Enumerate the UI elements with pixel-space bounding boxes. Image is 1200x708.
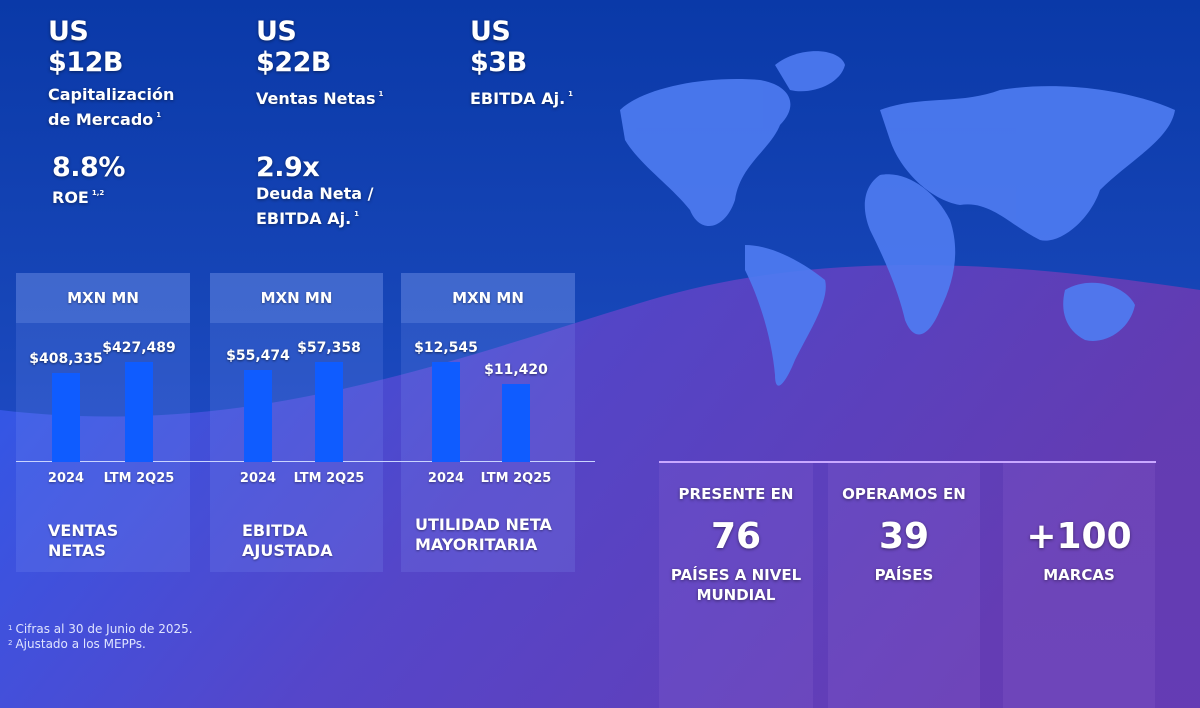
footnote-ref: 1 xyxy=(568,90,574,98)
kpi-currency: US xyxy=(256,16,297,47)
bar-value-label: $11,420 xyxy=(484,362,548,379)
presence-bottom: MUNDIAL xyxy=(696,586,776,604)
unit-header: MXN MN xyxy=(401,273,575,323)
footnote-ref: 1 xyxy=(354,210,360,218)
world-map xyxy=(620,51,1175,386)
kpi-label: ROE xyxy=(52,188,89,207)
presence-number: +100 xyxy=(1026,516,1132,557)
footnote-2: 2 Ajustado a los MEPPs. xyxy=(8,637,146,651)
kpi-label: Capitalización xyxy=(48,85,175,104)
footnote-ref: 1,2 xyxy=(91,189,105,197)
kpi-label: EBITDA Aj. xyxy=(470,89,566,108)
category-label: LTM 2Q25 xyxy=(293,471,365,486)
presence-bottom: PAÍSES A NIVEL xyxy=(670,566,802,584)
kpi-label: Deuda Neta / xyxy=(256,184,374,203)
presence-bottom: MARCAS xyxy=(1043,566,1115,584)
presence-countries: PRESENTE EN 76 PAÍSES A NIVEL MUNDIAL xyxy=(659,463,813,708)
presence-top xyxy=(1003,485,1155,507)
chart-baseline xyxy=(210,461,403,462)
card-net-sales: MXN MN $408,335 2024 $427,489 LTM 2Q25 VENTAS… xyxy=(16,273,210,572)
category-label: 2024 xyxy=(239,471,277,486)
kpi-value: 2.9x xyxy=(256,152,320,183)
card-title: EBITDA AJUSTADA xyxy=(242,521,333,560)
kpi-label: de Mercado xyxy=(48,110,154,129)
presence-number: 39 xyxy=(878,516,930,557)
card-adj-ebitda: MXN MN $55,474 2024 $57,358 LTM 2Q25 EBITDA AJ… xyxy=(210,273,403,572)
footnote-1: 1 Cifras al 30 de Junio de 2025. xyxy=(8,622,193,636)
card-title: UTILIDAD NETA MAYORITARIA xyxy=(415,515,552,554)
bar-value-label: $55,474 xyxy=(226,348,290,365)
footnote-ref: 1 xyxy=(378,90,384,98)
bar-value-label: $57,358 xyxy=(297,340,361,356)
presence-number: 76 xyxy=(710,516,762,557)
category-label: 2024 xyxy=(47,471,85,486)
bar-1 xyxy=(315,362,343,462)
bar-0 xyxy=(52,373,80,462)
category-label: LTM 2Q25 xyxy=(103,471,175,486)
presence-brands: +100 MARCAS xyxy=(1003,463,1155,708)
presence-bottom: PAÍSES xyxy=(874,566,934,584)
kpi-label: EBITDA Aj. xyxy=(256,209,352,228)
presence-divider xyxy=(659,461,1156,463)
chart-baseline xyxy=(401,461,595,462)
card-title: VENTAS NETAS xyxy=(48,521,119,560)
presence-operations: OPERAMOS EN 39 PAÍSES xyxy=(828,463,980,708)
footnote-ref: 1 xyxy=(156,111,162,119)
category-label: 2024 xyxy=(427,471,465,486)
presence-top: PRESENTE EN xyxy=(678,485,794,503)
unit-header: MXN MN xyxy=(16,273,190,323)
kpi-currency: US xyxy=(470,16,511,47)
unit-header: MXN MN xyxy=(210,273,383,323)
kpi-currency: US xyxy=(48,16,89,47)
presence-top: OPERAMOS EN xyxy=(842,485,966,503)
bar-value-label: $427,489 xyxy=(102,340,176,356)
card-net-income: MXN MN $12,545 2024 $11,420 LTM 2Q25 UTILIDAD… xyxy=(401,273,595,572)
kpi-value: $22B xyxy=(256,47,331,78)
kpi-value: $3B xyxy=(470,47,527,78)
bar-value-label: $408,335 xyxy=(29,351,103,368)
bar-1 xyxy=(125,362,153,462)
chart-baseline xyxy=(16,461,210,462)
bar-1 xyxy=(502,384,530,462)
bar-value-label: $12,545 xyxy=(414,340,478,356)
category-label: LTM 2Q25 xyxy=(480,471,552,486)
bar-0 xyxy=(432,362,460,462)
kpi-value: $12B xyxy=(48,47,123,78)
kpi-label: Ventas Netas xyxy=(256,89,376,108)
bar-0 xyxy=(244,370,272,462)
kpi-value: 8.8% xyxy=(52,152,125,183)
